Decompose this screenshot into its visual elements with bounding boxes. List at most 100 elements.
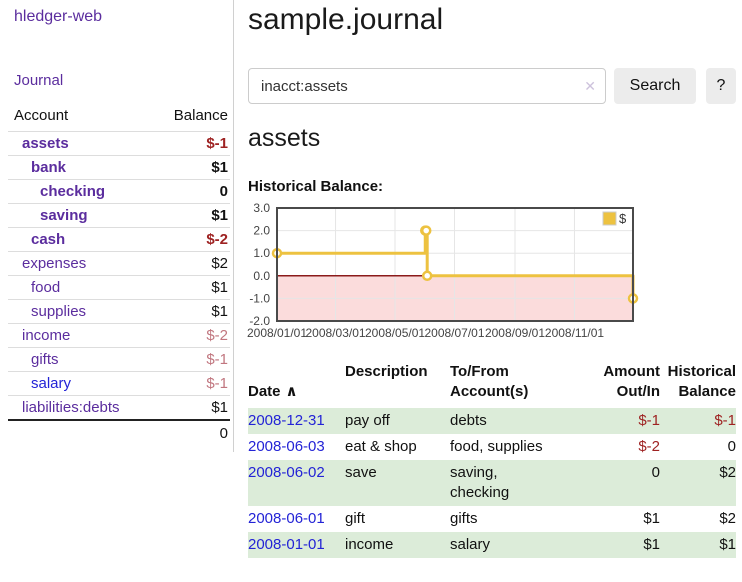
account-row-assets: assets $-1 [8, 131, 230, 156]
svg-text:2008/11/01: 2008/11/01 [545, 326, 604, 340]
transaction-date-link[interactable]: 2008-06-03 [248, 438, 325, 455]
register-table: Date ∧ Description To/From Account(s) Amo… [248, 358, 736, 558]
account-link-income[interactable]: income [22, 327, 71, 344]
transaction-description: pay off [345, 412, 390, 429]
account-row-salary: salary $-1 [8, 371, 230, 396]
account-link-food[interactable]: food [31, 279, 61, 296]
transaction-balance: 0 [727, 438, 736, 455]
transaction-balance: $2 [719, 510, 736, 527]
transaction-accounts: gifts [450, 510, 478, 527]
brand-link[interactable]: hledger-web [14, 8, 103, 25]
transaction-date-link[interactable]: 2008-01-01 [248, 536, 325, 553]
search-input-wrap: ✕ [248, 68, 606, 104]
account-link-cash[interactable]: cash [31, 231, 66, 248]
accounts-table: Account Balance assets $-1 bank $1 check… [8, 104, 230, 446]
account-balance: $-1 [150, 131, 230, 156]
account-row-gifts: gifts $-1 [8, 347, 230, 372]
account-link-expenses[interactable]: expenses [22, 255, 87, 272]
svg-text:0.0: 0.0 [253, 269, 270, 283]
account-balance: $1 [150, 299, 230, 324]
register-header-accounts: To/From Account(s) [450, 363, 529, 400]
date-header-label: Date [248, 383, 281, 400]
transaction-date-link[interactable]: 2008-06-01 [248, 510, 325, 527]
page-title: sample.journal [248, 3, 444, 36]
account-link-supplies[interactable]: supplies [31, 303, 87, 320]
register-header-description: Description [345, 363, 428, 380]
transaction-row: 2008-06-03 eat & shop food, supplies $-2… [248, 434, 736, 460]
sort-ascending-icon: ∧ [285, 383, 298, 400]
register-header-row: Date ∧ Description To/From Account(s) Amo… [248, 358, 736, 408]
account-row-food: food $1 [8, 275, 230, 300]
transaction-row: 2008-06-01 gift gifts $1 $2 [248, 506, 736, 532]
search-button[interactable]: Search [614, 68, 696, 104]
account-balance: $1 [150, 395, 230, 420]
sidebar-item-journal[interactable]: Journal [14, 72, 64, 89]
account-row-checking: checking 0 [8, 179, 230, 204]
transaction-amount: $-2 [638, 438, 660, 455]
svg-text:2008/09/01: 2008/09/01 [485, 326, 545, 340]
account-link-salary[interactable]: salary [31, 375, 72, 392]
search-form: ✕ Search ? [248, 68, 738, 104]
account-link-checking[interactable]: checking [40, 183, 106, 200]
sort-by-date-link[interactable]: Date ∧ [248, 383, 298, 400]
account-row-expenses: expenses $2 [8, 251, 230, 276]
transaction-accounts: saving, checking [450, 464, 510, 501]
clear-search-icon[interactable]: ✕ [584, 78, 596, 94]
transaction-amount: $-1 [638, 412, 660, 429]
transaction-balance: $1 [719, 536, 736, 553]
transaction-description: income [345, 536, 394, 553]
svg-text:2.0: 2.0 [253, 224, 270, 238]
account-row-cash: cash $-2 [8, 227, 230, 252]
account-balance: $1 [150, 203, 230, 228]
accounts-total-row: 0 [8, 419, 230, 446]
account-link-assets[interactable]: assets [22, 135, 69, 152]
account-row-supplies: supplies $1 [8, 299, 230, 324]
transaction-row: 2008-06-02 save saving, checking 0 $2 [248, 460, 736, 506]
search-input[interactable] [248, 68, 606, 104]
svg-text:$: $ [619, 211, 627, 226]
account-link-liabilities-debts[interactable]: liabilities:debts [22, 399, 120, 416]
transaction-amount: 0 [651, 464, 660, 481]
transaction-balance: $-1 [714, 412, 736, 429]
svg-text:-2.0: -2.0 [249, 314, 270, 328]
register-header-amount: Amount Out/In [603, 363, 660, 400]
account-link-gifts[interactable]: gifts [31, 351, 59, 368]
register-header-date: Date ∧ [248, 358, 345, 408]
transaction-date-link[interactable]: 2008-12-31 [248, 412, 325, 429]
svg-text:2008/05/01: 2008/05/01 [365, 326, 425, 340]
register-header-balance: Historical Balance [667, 363, 736, 400]
account-row-saving: saving $1 [8, 203, 230, 228]
transaction-row: 2008-01-01 income salary $1 $1 [248, 532, 736, 558]
account-balance: $-2 [150, 323, 230, 348]
sidebar-divider [233, 0, 234, 452]
transaction-description: gift [345, 510, 366, 527]
accounts-header-account: Account [14, 107, 69, 124]
account-link-saving[interactable]: saving [40, 207, 88, 224]
svg-text:2008/01/01: 2008/01/01 [247, 326, 307, 340]
account-balance: $-1 [150, 347, 230, 372]
transaction-balance: $2 [719, 464, 736, 481]
svg-text:2008/07/01: 2008/07/01 [424, 326, 484, 340]
svg-text:3.0: 3.0 [253, 203, 270, 215]
chart-canvas: $3.0 2.0 1.0 0.0 -1.0 -2.02008/01/012008/03/0… [247, 201, 639, 340]
accounts-table-header-row: Account Balance [8, 104, 230, 132]
account-heading: assets [248, 124, 321, 152]
transaction-row: 2008-12-31 pay off debts $-1 $-1 [248, 408, 736, 434]
account-balance: $-1 [150, 371, 230, 396]
help-button[interactable]: ? [706, 68, 736, 104]
account-link-bank[interactable]: bank [31, 159, 67, 176]
transaction-accounts: salary [450, 536, 491, 553]
chart-title: Historical Balance: [248, 178, 384, 195]
account-row-income: income $-2 [8, 323, 230, 348]
transaction-description: save [345, 464, 377, 481]
account-row-bank: bank $1 [8, 155, 230, 180]
transaction-description: eat & shop [345, 438, 417, 455]
transaction-accounts: debts [450, 412, 487, 429]
svg-text:-1.0: -1.0 [249, 291, 270, 305]
transaction-date-link[interactable]: 2008-06-02 [248, 464, 325, 481]
transaction-amount: $1 [643, 510, 660, 527]
historical-balance-chart: $3.0 2.0 1.0 0.0 -1.0 -2.0 2008/01/01 2008/03/0… [244, 201, 724, 353]
accounts-header-balance: Balance [173, 107, 228, 124]
account-balance: $1 [150, 275, 230, 300]
